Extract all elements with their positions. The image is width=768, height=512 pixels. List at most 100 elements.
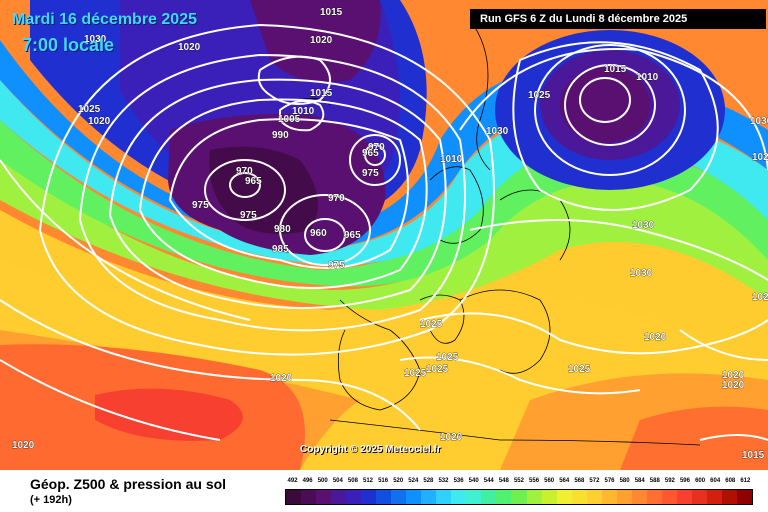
isobar-label: 965	[245, 176, 262, 187]
copyright-notice: Copyright © 2025 Meteociel.fr	[300, 444, 441, 455]
isobar-label: 1025	[78, 104, 101, 115]
isobar-label: 1025	[426, 364, 449, 375]
scale-tick-label: 608	[725, 478, 736, 484]
scale-tick-label: 512	[363, 478, 374, 484]
isobar-label: 1015	[310, 88, 333, 99]
scale-swatch	[376, 490, 392, 504]
scale-swatch	[361, 490, 377, 504]
isobar-label: 1015	[742, 450, 765, 461]
scale-tick-label: 500	[317, 478, 328, 484]
scale-swatch	[646, 490, 662, 504]
isobar-label: 1025	[420, 319, 443, 330]
scale-tick-label: 540	[468, 478, 479, 484]
legend-subtitle: (+ 192h)	[30, 494, 72, 506]
isobar-label: 980	[274, 224, 291, 235]
isobar-label: 1025	[528, 90, 551, 101]
scale-swatch	[556, 490, 572, 504]
scale-tick-label: 544	[483, 478, 494, 484]
scale-tick-label: 584	[634, 478, 645, 484]
field-band-green	[0, 150, 768, 310]
scale-tick-label: 588	[649, 478, 660, 484]
scale-swatch	[691, 490, 707, 504]
isobar-label: 1020	[310, 35, 333, 46]
isobar-label: 1025	[404, 368, 427, 379]
scale-tick-label: 548	[498, 478, 509, 484]
isobar-label: 1030	[486, 126, 509, 137]
isobar-label: 1010	[636, 72, 659, 83]
scale-swatch	[331, 490, 347, 504]
scale-tick-label: 496	[302, 478, 313, 484]
scale-swatch	[481, 490, 497, 504]
scale-tick-label: 504	[332, 478, 343, 484]
scale-swatch	[316, 490, 332, 504]
isobar-label: 1015	[320, 7, 343, 18]
color-scale: 492 496 500 504 508 512 516 520 524 528 532 536 540 5…	[285, 478, 753, 506]
scale-swatch	[421, 490, 437, 504]
scale-tick-label: 568	[574, 478, 585, 484]
scale-swatch	[571, 490, 587, 504]
scale-tick-label: 520	[393, 478, 404, 484]
isobar-label: 1025	[436, 352, 459, 363]
scale-tick-label: 576	[604, 478, 615, 484]
run-info: Run GFS 6 Z du Lundi 8 décembre 2025	[470, 9, 766, 29]
isobar-label: 1020	[270, 373, 293, 384]
field-band-red-southwest	[95, 388, 243, 441]
scale-tick-label: 580	[619, 478, 630, 484]
forecast-date: Mardi 16 décembre 2025	[12, 11, 197, 28]
isobars	[0, 23, 768, 441]
scale-swatch	[511, 490, 527, 504]
field-band-southeast-red	[620, 406, 768, 470]
scale-tick-label: 592	[664, 478, 675, 484]
isobar-label: 1010	[440, 154, 463, 165]
scale-tick-label: 536	[453, 478, 464, 484]
scale-swatch	[406, 490, 422, 504]
isobar-label: 1020	[722, 370, 745, 381]
scale-tick-label: 564	[559, 478, 570, 484]
scale-swatch	[436, 490, 452, 504]
isobar-label: 1015	[604, 64, 627, 75]
scale-swatch	[286, 490, 302, 504]
scale-tick-label: 572	[589, 478, 600, 484]
isobar-label: 1030	[632, 220, 655, 231]
scale-tick-label: 596	[679, 478, 690, 484]
scale-tick-label: 556	[529, 478, 540, 484]
isobar-label: 985	[272, 244, 289, 255]
scale-tick-label: 492	[287, 478, 298, 484]
field-high-purple	[560, 67, 650, 143]
scale-tick-label: 600	[695, 478, 706, 484]
scale-swatch	[661, 490, 677, 504]
color-scale-labels: 492 496 500 504 508 512 516 520 524 528 532 536 540 5…	[285, 478, 753, 488]
scale-tick-label: 612	[740, 478, 751, 484]
isobar-label: 970	[368, 142, 385, 153]
isobar-label: 1020	[12, 440, 35, 451]
scale-tick-label: 560	[544, 478, 555, 484]
isobar-label: 965	[362, 148, 379, 159]
scale-swatch	[466, 490, 482, 504]
scale-swatch	[616, 490, 632, 504]
isobar-label: 960	[310, 228, 327, 239]
isobar-label: 975	[240, 210, 257, 221]
coastlines	[299, 19, 701, 446]
isobar-label: 1020	[722, 380, 745, 391]
weather-map: 1015 1030 1020 1025 1020 1020 1015 1010 …	[0, 0, 768, 470]
scale-swatch	[721, 490, 737, 504]
isobar-label: 1020	[88, 116, 111, 127]
scale-swatch	[706, 490, 722, 504]
scale-swatch	[676, 490, 692, 504]
isobar-label: 1020	[440, 432, 463, 443]
isobar-label: 975	[362, 168, 379, 179]
field-band-purple-north	[250, 0, 381, 83]
scale-tick-label: 524	[408, 478, 419, 484]
isobar-label: 1020	[178, 42, 201, 53]
isobar-label: 1030	[630, 268, 653, 279]
isobar-label: 1005	[278, 114, 301, 125]
isobar-label: 970	[236, 166, 253, 177]
legend-title: Géop. Z500 & pression au sol	[30, 476, 227, 492]
isobar-label: 965	[344, 230, 361, 241]
color-scale-bar	[285, 489, 753, 505]
isobar-label: 1020	[644, 332, 667, 343]
scale-swatch	[526, 490, 542, 504]
scale-swatch	[586, 490, 602, 504]
isobar-label: 1030	[84, 34, 107, 45]
isobar-label: 975	[192, 200, 209, 211]
